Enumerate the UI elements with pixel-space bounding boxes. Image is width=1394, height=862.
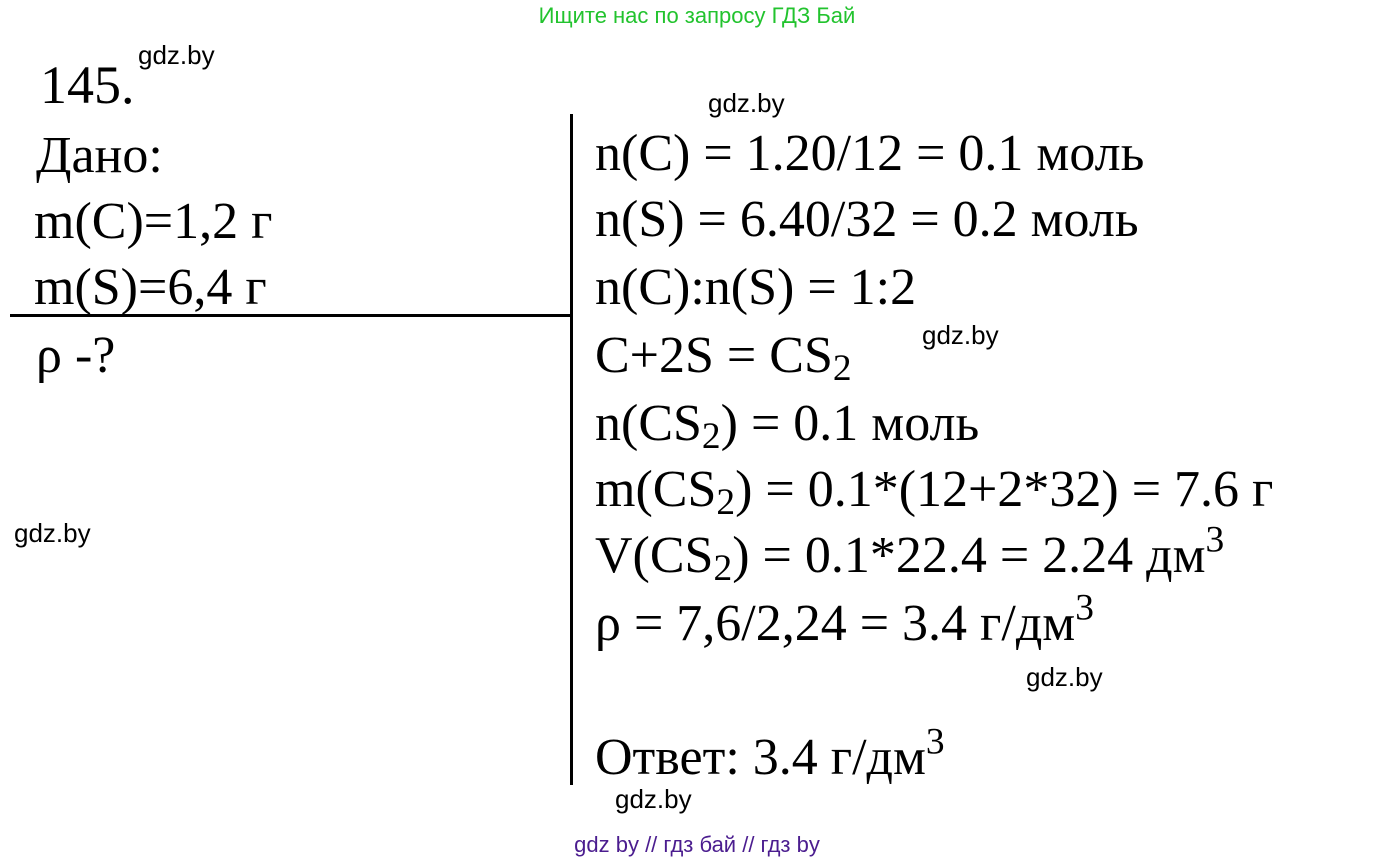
solution-line: V(CS2) = 0.1*22.4 = 2.24 дм3 [595,521,1224,587]
subscript: 2 [713,548,733,590]
watermark: gdz.by [138,40,215,70]
text-segment: ) = 0.1*(12+2*32) = 7.6 г [735,461,1274,518]
header-promo-text: Ищите нас по запросу ГДЗ Бай [538,3,856,28]
find-line: ρ -? [36,327,116,384]
watermark: gdz.by [615,784,692,814]
subscript: 2 [716,482,736,524]
given-divider [10,314,572,317]
watermark: gdz.by [922,320,999,350]
watermark: gdz.by [1026,662,1103,692]
text-segment: Ответ: 3.4 г/дм [595,729,926,786]
text-segment: n(C) = 1.20/12 = 0.1 моль [595,125,1145,182]
solution-line: n(CS2) = 0.1 моль [595,395,980,456]
solution-line: n(C) = 1.20/12 = 0.1 моль [595,128,1144,180]
text-segment: m(CS [595,461,717,518]
solution-line: n(C):n(S) = 1:2 [595,262,916,314]
text-segment: C+2S = CS [595,327,833,384]
watermark: gdz.by [14,518,91,548]
text-segment: n(S) = 6.40/32 = 0.2 моль [595,191,1139,248]
solution-line: C+2S = CS2 [595,327,852,388]
given-line: m(S)=6,4 г [34,259,267,316]
footer-text: gdz by // гдз бай // гдз by [574,832,820,857]
text-segment: n(CS [595,395,702,452]
problem-number: 145. [40,55,135,115]
text-segment: V(CS [595,527,714,584]
column-divider [570,114,573,785]
watermark: gdz.by [708,88,785,118]
solution-line: ρ = 7,6/2,24 = 3.4 г/дм3 [595,589,1094,652]
solution-line: n(S) = 6.40/32 = 0.2 моль [595,194,1139,246]
solution-line: m(CS2) = 0.1*(12+2*32) = 7.6 г [595,461,1274,522]
subscript: 2 [701,416,721,458]
text-segment: n(C):n(S) = 1:2 [595,259,917,316]
superscript: 3 [1075,587,1094,629]
given-line: m(C)=1,2 г [34,193,273,250]
superscript: 3 [1205,519,1225,561]
text-segment: ρ = 7,6/2,24 = 3.4 г/дм [595,595,1076,652]
answer-line: Ответ: 3.4 г/дм3 [595,723,945,786]
text-segment: ) = 0.1*22.4 = 2.24 дм [732,527,1206,584]
text-segment: ) = 0.1 моль [720,395,980,452]
given-title: Дано: [36,127,163,184]
superscript: 3 [925,721,945,763]
subscript: 2 [832,348,852,390]
